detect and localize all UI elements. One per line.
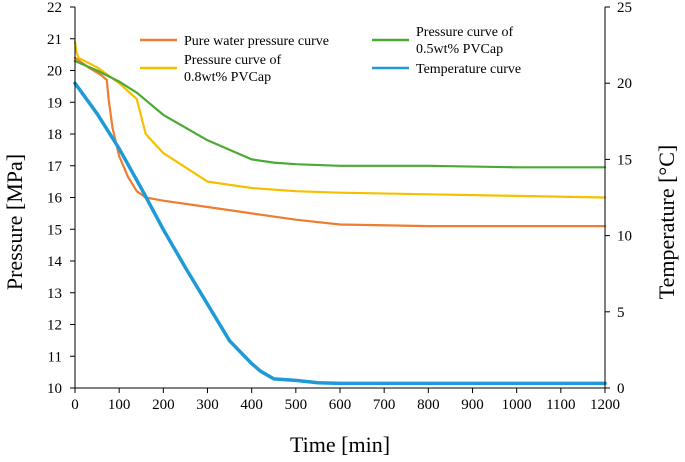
y-left-tick-label: 14 xyxy=(47,254,63,270)
y-left-tick-label: 19 xyxy=(47,95,62,111)
series-line-pressure-curve-of-0-5wt-pvcap xyxy=(73,59,607,169)
y-right-tick-label: 25 xyxy=(617,0,632,16)
axes xyxy=(70,6,610,393)
y-left-tick-label: 11 xyxy=(48,349,62,365)
x-tick-label: 1200 xyxy=(590,397,620,413)
legend-label: 0.5wt% PVCap xyxy=(416,42,503,57)
y-left-tick-label: 16 xyxy=(47,191,63,207)
y-left-tick-label: 18 xyxy=(47,127,62,143)
tick-labels: 0 100 200 300 400 500 600 700 800 900 1000 1100 1200… xyxy=(47,0,632,413)
y-left-tick-label: 22 xyxy=(47,0,62,16)
y-left-tick-label: 12 xyxy=(47,318,62,334)
series-group xyxy=(73,40,607,386)
legend-item: Pressure curve of 0.5wt% PVCap xyxy=(372,25,514,57)
y-left-tick-label: 17 xyxy=(47,159,63,175)
x-tick-label: 1000 xyxy=(502,397,532,413)
y-right-tick-label: 0 xyxy=(617,381,625,397)
x-tick-label: 600 xyxy=(329,397,352,413)
legend-item: Pressure curve of 0.8wt% PVCap xyxy=(140,53,282,85)
legend-label: Pressure curve of xyxy=(184,53,282,68)
legend-label: Pure water pressure curve xyxy=(184,34,329,49)
legend-label: 0.8wt% PVCap xyxy=(184,70,271,85)
x-tick-label: 300 xyxy=(196,397,219,413)
legend-item: Temperature curve xyxy=(372,62,521,77)
y-left-tick-label: 15 xyxy=(47,222,62,238)
y-axis-left-title: Pressure [MPa] xyxy=(2,154,27,290)
x-tick-label: 400 xyxy=(240,397,263,413)
x-tick-label: 800 xyxy=(417,397,440,413)
y-right-tick-label: 5 xyxy=(617,305,625,321)
y-right-tick-label: 15 xyxy=(617,152,632,168)
x-tick-label: 100 xyxy=(108,397,131,413)
x-axis-title: Time [min] xyxy=(290,432,390,457)
y-right-tick-label: 20 xyxy=(617,76,632,92)
legend-label: Temperature curve xyxy=(416,62,521,77)
series-line-temperature-curve xyxy=(73,81,607,386)
legend: Pure water pressure curve Pressure curve … xyxy=(140,25,521,85)
y-left-tick-label: 10 xyxy=(47,381,62,397)
y-left-tick-label: 21 xyxy=(47,32,62,48)
series-line-pure-water-pressure-curve xyxy=(73,56,607,228)
y-axis-right-title: Temperature [°C] xyxy=(654,145,679,299)
x-tick-label: 500 xyxy=(285,397,308,413)
y-left-tick-label: 13 xyxy=(47,286,62,302)
x-tick-label: 1100 xyxy=(546,397,575,413)
x-tick-label: 700 xyxy=(373,397,396,413)
x-tick-label: 200 xyxy=(152,397,175,413)
legend-label: Pressure curve of xyxy=(416,25,514,40)
series-line-pressure-curve-of-0-8wt-pvcap xyxy=(73,40,607,199)
y-left-tick-label: 20 xyxy=(47,64,62,80)
x-tick-label: 900 xyxy=(461,397,484,413)
y-right-tick-label: 10 xyxy=(617,229,632,245)
x-tick-label: 0 xyxy=(71,397,79,413)
legend-item: Pure water pressure curve xyxy=(140,34,329,49)
